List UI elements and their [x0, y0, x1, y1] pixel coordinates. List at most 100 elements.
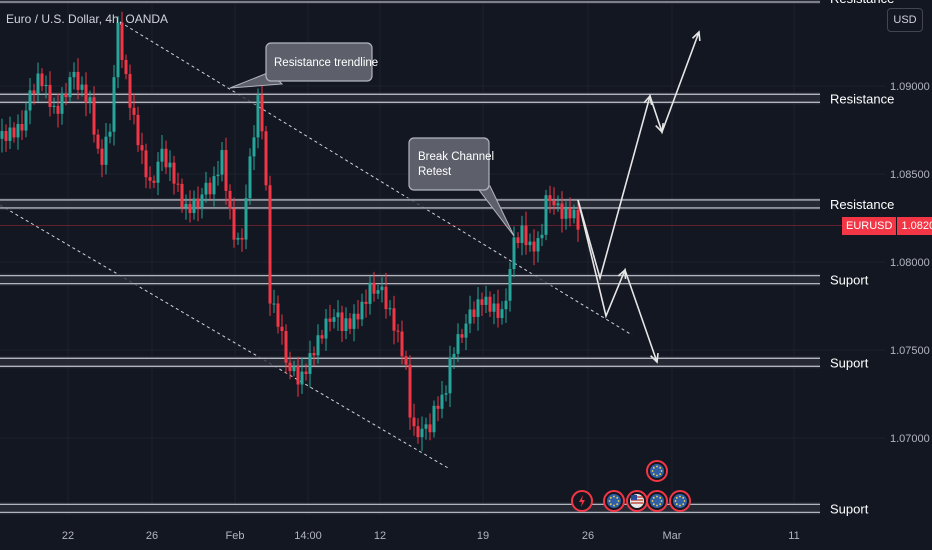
flag-star: [656, 465, 658, 468]
candle-body: [224, 150, 228, 191]
candle-body: [136, 114, 140, 146]
candle-body: [432, 405, 436, 433]
level-band: [0, 197, 820, 210]
candle-body: [232, 208, 236, 240]
candle-body: [480, 299, 484, 305]
eu-event-icon[interactable]: [646, 490, 668, 512]
candle-body: [556, 203, 560, 206]
candle-body: [228, 190, 232, 209]
candle-body: [408, 364, 412, 418]
y-tick-label: 1.07000: [890, 433, 930, 445]
horizontal-levels: Resistance Resistance Resistance Suport Supo…: [0, 0, 894, 516]
eu-event-icon[interactable]: [669, 490, 691, 512]
candle-body: [420, 428, 424, 438]
eu-event-icon[interactable]: [646, 460, 668, 482]
candle-body: [80, 84, 84, 90]
arrow-head: [691, 30, 701, 42]
candle-body: [28, 90, 32, 111]
candle-body: [392, 308, 396, 331]
flag-star: [659, 496, 662, 499]
candle-body: [296, 366, 300, 385]
projection-arrows: [577, 30, 701, 364]
flag-star: [660, 470, 663, 472]
candle-body: [60, 93, 64, 114]
flag-star: [616, 503, 619, 506]
candle-body: [464, 323, 468, 338]
candle-body: [460, 334, 464, 338]
candle-body: [220, 150, 224, 175]
flag-star: [613, 504, 615, 507]
candle-body: [416, 426, 420, 438]
candle-body: [280, 326, 284, 331]
callouts: Resistance trendline Break Channel Retest: [229, 42, 515, 237]
candle-body: [312, 353, 316, 356]
candle-body: [548, 195, 552, 201]
symbol-label: EURUSD: [842, 217, 897, 235]
flag-star: [651, 500, 654, 502]
candle-body: [92, 97, 96, 135]
callout-pointer: [474, 185, 515, 237]
arrow-head: [643, 94, 653, 105]
candle-body: [316, 335, 320, 356]
candle-body: [576, 209, 580, 230]
candle-body: [388, 308, 392, 310]
us-event-icon[interactable]: [626, 490, 648, 512]
candle-body: [4, 131, 8, 141]
candle-body: [244, 198, 248, 240]
candle-body: [552, 200, 556, 206]
candle-body: [192, 198, 196, 213]
candle-body: [396, 330, 400, 332]
candle-body: [508, 269, 512, 301]
candle-body: [340, 312, 344, 331]
grid: [0, 0, 885, 515]
candle-body: [528, 241, 532, 246]
candle-body: [188, 204, 192, 213]
arrow-head: [617, 268, 627, 280]
candle-body: [448, 358, 452, 394]
candle-body: [496, 303, 500, 318]
candle-body: [440, 394, 444, 409]
candle-body: [96, 134, 100, 149]
candle-body: [472, 309, 476, 317]
candle-body: [24, 110, 28, 131]
candle-body: [376, 290, 380, 294]
candle-body: [412, 417, 416, 427]
candle-body: [260, 95, 264, 132]
candle-body: [268, 185, 272, 304]
candle-body: [444, 393, 448, 395]
candle-body: [324, 318, 328, 339]
lightning-event-icon[interactable]: [571, 490, 593, 512]
candle-body: [568, 208, 572, 219]
candle-body: [500, 309, 504, 318]
candle-body: [128, 74, 132, 108]
candle-body: [488, 296, 492, 312]
candle-body: [116, 22, 120, 78]
candle-body: [524, 225, 528, 246]
candle-body: [180, 183, 184, 208]
candle-body: [276, 303, 280, 327]
flag-star: [683, 500, 686, 502]
candle-body: [76, 71, 80, 90]
candle-body: [208, 182, 212, 195]
flag-star: [682, 496, 685, 499]
level-band: [0, 273, 820, 286]
flag-star: [609, 496, 612, 499]
callout-box: [408, 137, 490, 191]
lightning-glyph: [579, 495, 585, 507]
candle-body: [380, 286, 384, 291]
candle-body: [240, 237, 244, 240]
candle-body: [544, 195, 548, 235]
candle-body: [512, 237, 516, 270]
y-tick-label: 1.08000: [890, 257, 930, 269]
eu-event-icon[interactable]: [603, 490, 625, 512]
candle-body: [176, 183, 180, 185]
y-tick-label: 1.07500: [890, 345, 930, 357]
level-label: Resistance: [830, 0, 894, 6]
flag-star: [656, 474, 658, 477]
currency-button[interactable]: USD: [887, 8, 923, 32]
candle-body: [360, 301, 364, 320]
arrow-head: [655, 122, 664, 134]
event-icons[interactable]: [571, 460, 691, 512]
candle-body: [272, 303, 276, 305]
